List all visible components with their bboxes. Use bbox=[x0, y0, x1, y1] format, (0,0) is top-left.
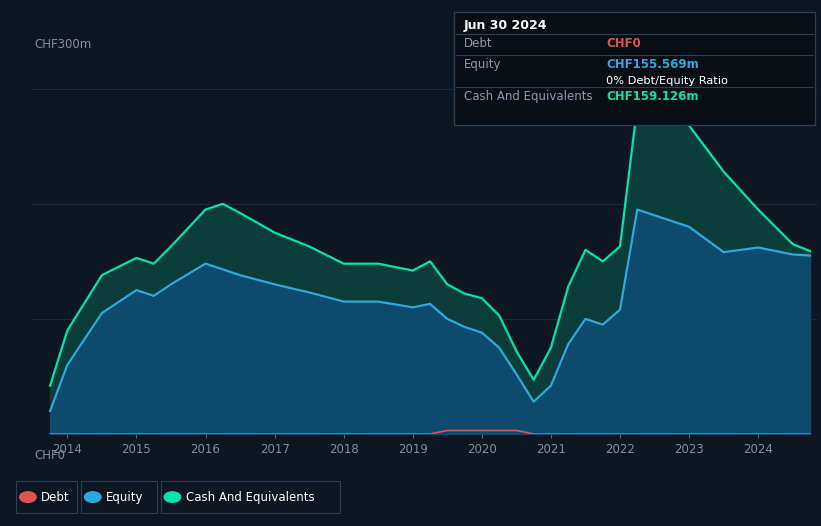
Text: Debt: Debt bbox=[464, 37, 493, 50]
Text: Jun 30 2024: Jun 30 2024 bbox=[464, 19, 548, 32]
Text: CHF0: CHF0 bbox=[606, 37, 640, 50]
Text: CHF300m: CHF300m bbox=[34, 38, 92, 51]
Text: Equity: Equity bbox=[106, 491, 144, 503]
Text: Debt: Debt bbox=[41, 491, 70, 503]
Text: Equity: Equity bbox=[464, 58, 502, 72]
Text: Cash And Equivalents: Cash And Equivalents bbox=[186, 491, 314, 503]
Text: CHF159.126m: CHF159.126m bbox=[606, 90, 699, 104]
Text: Cash And Equivalents: Cash And Equivalents bbox=[464, 90, 593, 104]
Text: CHF0: CHF0 bbox=[34, 449, 66, 462]
Text: CHF155.569m: CHF155.569m bbox=[606, 58, 699, 72]
Text: 0% Debt/Equity Ratio: 0% Debt/Equity Ratio bbox=[606, 76, 728, 86]
